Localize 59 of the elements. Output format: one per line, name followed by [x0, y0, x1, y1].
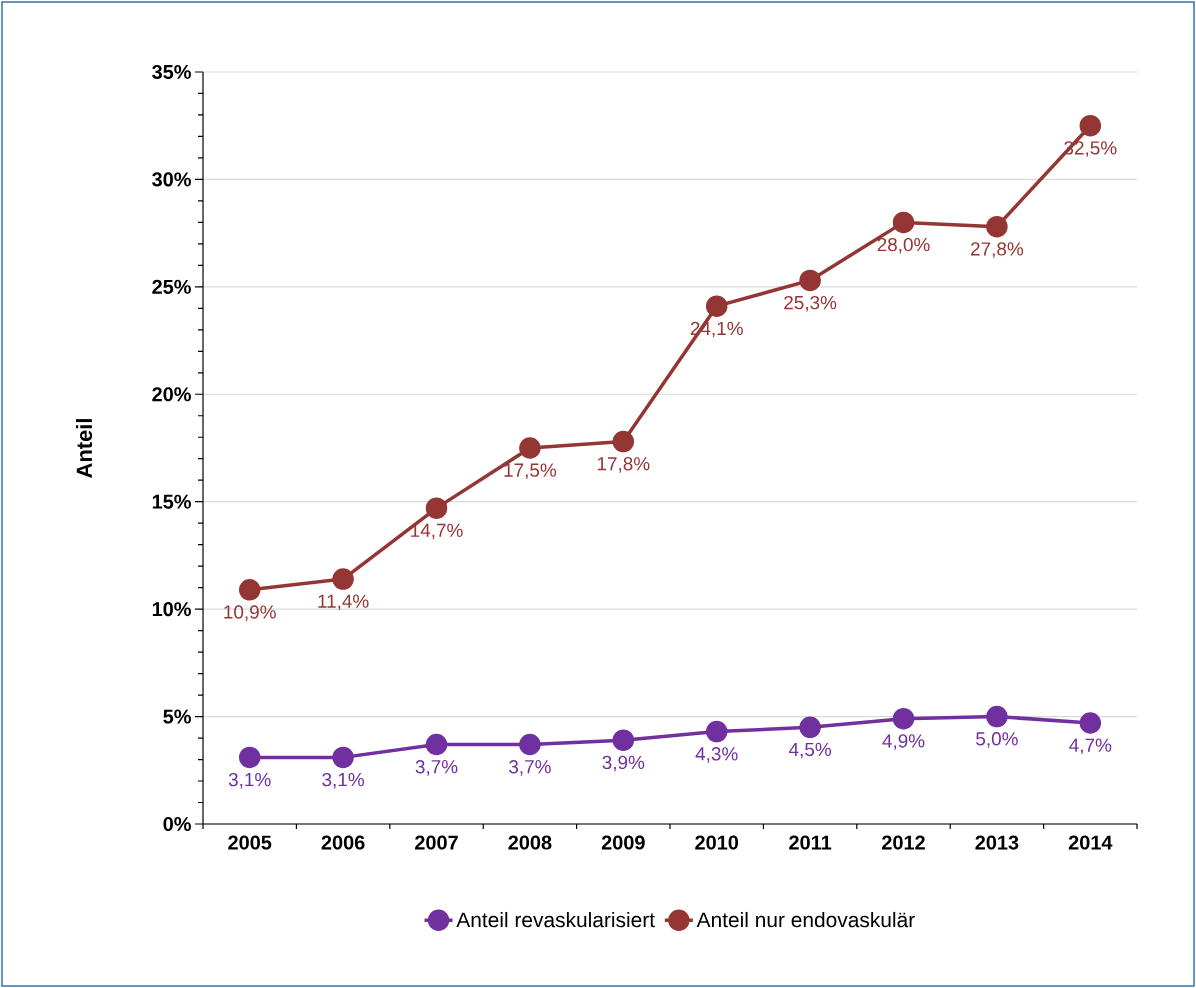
point: [332, 568, 354, 590]
point: [238, 579, 261, 601]
point: [799, 716, 821, 739]
point: [519, 733, 541, 756]
point: [1079, 114, 1102, 137]
y-tick-label: 25%: [152, 279, 191, 294]
point: [612, 430, 635, 453]
point: [986, 215, 1008, 238]
y-tick-label: 20%: [152, 387, 191, 402]
point: [892, 707, 915, 730]
data-label: 3,9%: [602, 755, 645, 772]
point: [425, 497, 448, 519]
point: [986, 705, 1008, 728]
data-label: 3,7%: [415, 760, 458, 776]
data-label: 3,7%: [509, 760, 551, 776]
data-label: 3,1%: [228, 772, 271, 789]
x-tick-label: 2013: [975, 835, 1019, 850]
x-tick-label: 2012: [882, 835, 925, 850]
point: [425, 733, 448, 756]
data-label: 28,0%: [877, 237, 930, 254]
point: [238, 746, 261, 769]
x-tick-label: 2010: [695, 835, 739, 850]
x-tick-label: 2014: [1068, 835, 1113, 850]
point: [892, 211, 915, 234]
x-tick-label: 2007: [415, 835, 458, 850]
point: [705, 295, 728, 317]
y-tick-label: 0%: [163, 816, 191, 832]
data-label: 4,5%: [788, 742, 832, 759]
data-label: 4,3%: [695, 747, 738, 763]
data-label: 14,7%: [411, 523, 463, 540]
data-label: 11,4%: [318, 594, 369, 611]
y-tick-label: 35%: [152, 64, 191, 80]
data-label: 3,1%: [322, 772, 364, 789]
data-label: 10,9%: [224, 605, 276, 621]
y-axis-title: Anteil: [75, 419, 93, 478]
data-label: 17,5%: [504, 463, 557, 480]
y-tick-label: 10%: [152, 602, 191, 617]
legend-label: Anteil nur endovaskulär: [696, 911, 915, 928]
data-label: 25,3%: [784, 295, 837, 312]
legend-label: Anteil revaskularisiert: [456, 911, 655, 928]
data-label: 4,7%: [1069, 738, 1112, 755]
x-tick-label: 2011: [789, 835, 832, 850]
point: [519, 437, 541, 459]
data-label: 17,8%: [597, 457, 650, 473]
x-tick-label: 2006: [321, 835, 365, 850]
point: [332, 746, 354, 769]
y-tick-label: 5%: [163, 709, 191, 724]
x-tick-label: 2008: [508, 835, 552, 850]
point: [1079, 712, 1102, 734]
point: [705, 720, 728, 743]
point: [799, 269, 821, 292]
x-tick-label: 2009: [601, 835, 645, 850]
data-label: 5,0%: [976, 732, 1018, 748]
y-tick-label: 15%: [152, 494, 191, 509]
x-tick-label: 2005: [228, 835, 272, 850]
y-tick-label: 30%: [152, 172, 191, 187]
data-label: 4,9%: [882, 734, 925, 750]
point: [612, 729, 635, 751]
data-label: 27,8%: [971, 242, 1024, 258]
